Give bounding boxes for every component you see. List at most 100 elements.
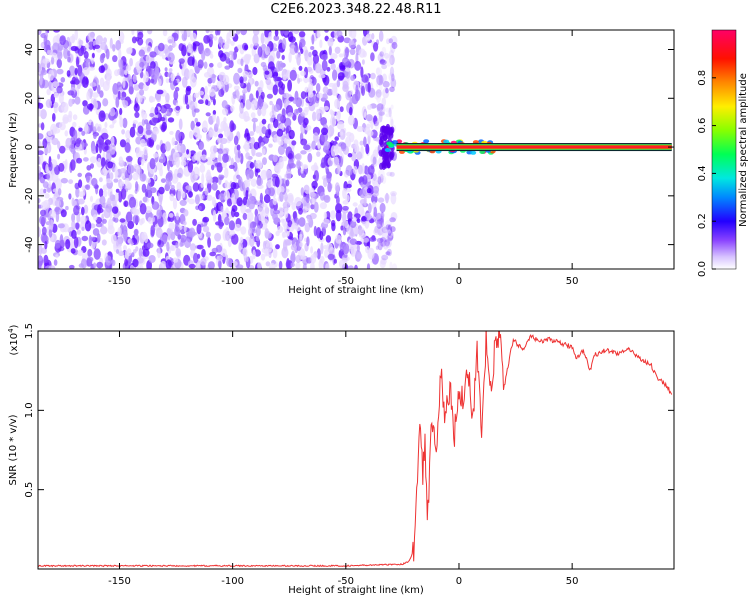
noise-speckle bbox=[348, 30, 352, 37]
noise-speckle bbox=[369, 236, 377, 242]
noise-speckle bbox=[310, 246, 314, 254]
noise-speckle bbox=[88, 66, 95, 71]
noise-speckle bbox=[294, 45, 299, 54]
noise-speckle bbox=[379, 59, 387, 65]
noise-speckle bbox=[335, 234, 342, 244]
noise-speckle bbox=[204, 187, 209, 196]
noise-speckle bbox=[205, 30, 210, 34]
noise-speckle bbox=[338, 94, 342, 102]
noise-speckle bbox=[367, 104, 372, 110]
noise-speckle bbox=[220, 205, 224, 213]
noise-speckle bbox=[223, 74, 230, 86]
noise-speckle bbox=[68, 65, 76, 76]
noise-speckle bbox=[235, 264, 244, 269]
snr-x-tick-label: 0 bbox=[456, 576, 462, 587]
noise-speckle bbox=[295, 239, 302, 251]
noise-speckle bbox=[93, 262, 97, 269]
noise-speckle bbox=[82, 76, 89, 88]
noise-speckle bbox=[172, 257, 179, 263]
noise-speckle bbox=[244, 140, 250, 153]
noise-speckle bbox=[367, 134, 371, 145]
noise-speckle bbox=[239, 76, 244, 84]
noise-speckle bbox=[179, 234, 187, 243]
noise-speckle bbox=[81, 130, 86, 136]
noise-speckle bbox=[189, 32, 197, 42]
spectrogram-x-tick-label: -100 bbox=[221, 276, 244, 287]
noise-speckle bbox=[385, 220, 393, 228]
snr-series-line bbox=[38, 331, 673, 568]
noise-speckle bbox=[287, 220, 293, 228]
noise-speckle bbox=[367, 247, 375, 260]
noise-speckle bbox=[303, 75, 309, 84]
noise-speckle bbox=[224, 125, 230, 138]
noise-speckle bbox=[264, 231, 272, 239]
noise-speckle bbox=[76, 137, 81, 145]
noise-speckle bbox=[38, 197, 41, 204]
noise-speckle bbox=[38, 255, 43, 262]
noise-speckle bbox=[277, 225, 284, 233]
noise-speckle bbox=[187, 42, 192, 49]
noise-speckle bbox=[295, 254, 302, 264]
noise-speckle bbox=[70, 45, 78, 52]
noise-speckle bbox=[299, 242, 304, 248]
noise-speckle bbox=[132, 214, 140, 224]
noise-speckle bbox=[301, 164, 309, 170]
noise-speckle bbox=[122, 117, 128, 129]
noise-speckle bbox=[218, 219, 224, 230]
noise-speckle bbox=[325, 263, 330, 269]
noise-speckle bbox=[196, 244, 204, 250]
noise-speckle bbox=[335, 203, 343, 214]
noise-speckle bbox=[224, 167, 229, 179]
noise-speckle bbox=[290, 244, 297, 251]
noise-speckle bbox=[386, 248, 392, 257]
noise-speckle bbox=[359, 199, 367, 205]
noise-speckle bbox=[43, 254, 49, 267]
noise-speckle bbox=[226, 38, 232, 44]
noise-speckle bbox=[87, 103, 94, 110]
snr-plot-area bbox=[38, 331, 673, 568]
noise-speckle bbox=[53, 92, 59, 98]
noise-speckle bbox=[365, 114, 373, 122]
noise-speckle bbox=[93, 248, 101, 260]
noise-speckle bbox=[274, 30, 279, 37]
noise-speckle bbox=[87, 250, 91, 257]
noise-speckle bbox=[209, 88, 216, 97]
noise-speckle bbox=[99, 90, 104, 98]
noise-speckle bbox=[390, 226, 396, 233]
noise-speckle bbox=[255, 152, 263, 158]
noise-speckle bbox=[149, 158, 156, 170]
noise-speckle bbox=[235, 30, 241, 35]
noise-speckle bbox=[189, 100, 195, 111]
noise-speckle bbox=[388, 107, 392, 118]
noise-speckle bbox=[356, 244, 360, 253]
noise-speckle bbox=[131, 30, 135, 36]
noise-speckle bbox=[72, 114, 78, 121]
noise-speckle bbox=[84, 122, 89, 133]
noise-speckle bbox=[69, 264, 75, 269]
noise-speckle bbox=[202, 225, 210, 233]
noise-speckle bbox=[114, 69, 120, 77]
noise-speckle bbox=[321, 127, 328, 136]
noise-speckle bbox=[312, 111, 317, 122]
noise-speckle bbox=[222, 147, 230, 153]
noise-speckle bbox=[359, 140, 364, 146]
noise-speckle bbox=[358, 227, 363, 236]
noise-speckle bbox=[345, 165, 353, 176]
noise-speckle bbox=[97, 203, 103, 211]
noise-speckle bbox=[361, 216, 367, 222]
noise-speckle bbox=[250, 100, 258, 111]
noise-speckle bbox=[114, 165, 118, 178]
noise-speckle bbox=[150, 78, 155, 84]
noise-speckle bbox=[141, 245, 146, 251]
noise-speckle bbox=[268, 128, 272, 136]
noise-speckle bbox=[310, 46, 315, 50]
noise-speckle bbox=[273, 118, 279, 129]
noise-speckle bbox=[119, 69, 126, 77]
noise-speckle bbox=[269, 100, 273, 106]
noise-speckle bbox=[120, 187, 127, 200]
noise-speckle bbox=[214, 232, 222, 242]
noise-speckle bbox=[255, 125, 261, 134]
noise-speckle bbox=[71, 219, 76, 231]
noise-speckle bbox=[70, 159, 76, 171]
noise-speckle bbox=[222, 108, 228, 116]
